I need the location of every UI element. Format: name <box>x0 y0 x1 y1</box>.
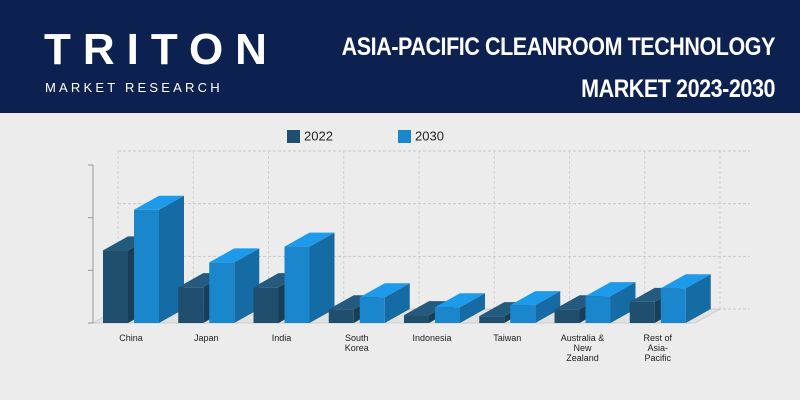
bar <box>404 315 429 323</box>
logo: TRITON <box>44 25 279 74</box>
x-tick-label: Australia & New Zealand <box>560 333 605 363</box>
bar-top <box>510 291 561 306</box>
bar <box>209 262 235 323</box>
x-tick-label: Japan <box>193 333 219 343</box>
bar <box>253 287 279 323</box>
legend-swatch <box>287 130 300 143</box>
legend-label: 2022 <box>304 128 333 143</box>
bar-top <box>134 195 184 210</box>
bar-side <box>685 274 711 323</box>
bar-side <box>460 293 485 323</box>
bar-side <box>234 248 260 323</box>
bar-side <box>610 282 636 323</box>
bar-top <box>660 274 711 289</box>
legend-label: 2030 <box>415 128 444 143</box>
bar <box>134 209 159 323</box>
bar <box>284 246 310 323</box>
bar-side <box>309 232 335 323</box>
bar-side <box>535 291 561 323</box>
bar <box>103 250 128 323</box>
bar-top <box>435 293 485 308</box>
bar <box>328 309 354 323</box>
bar-side <box>384 283 410 323</box>
bar-side <box>159 195 184 323</box>
bar-top <box>209 248 260 263</box>
bar <box>435 307 460 323</box>
x-tick-label: Rest of Asia-Pacific <box>643 333 672 363</box>
legend-swatch <box>398 130 411 143</box>
header: TRITON MARKET RESEARCH ASIA-PACIFIC CLEA… <box>0 0 800 113</box>
bar <box>178 287 204 323</box>
x-tick-label: Indonesia <box>412 333 452 343</box>
bar <box>554 309 580 323</box>
x-tick-label: South Korea <box>344 333 369 353</box>
bar <box>629 301 655 323</box>
bar <box>479 316 505 323</box>
x-tick-label: Taiwan <box>493 333 522 343</box>
bar-top <box>359 283 410 298</box>
bar-top <box>284 232 335 247</box>
x-tick-label: China <box>119 333 143 343</box>
bar <box>359 297 385 323</box>
bar <box>585 296 611 323</box>
x-tick-label: India <box>271 333 292 343</box>
logo-subtitle: MARKET RESEARCH <box>45 80 223 95</box>
bar-top <box>585 282 636 297</box>
bar <box>660 288 686 323</box>
bar <box>510 305 536 323</box>
chart-title: ASIA-PACIFIC CLEANROOM TECHNOLOGY MARKET… <box>341 33 776 103</box>
